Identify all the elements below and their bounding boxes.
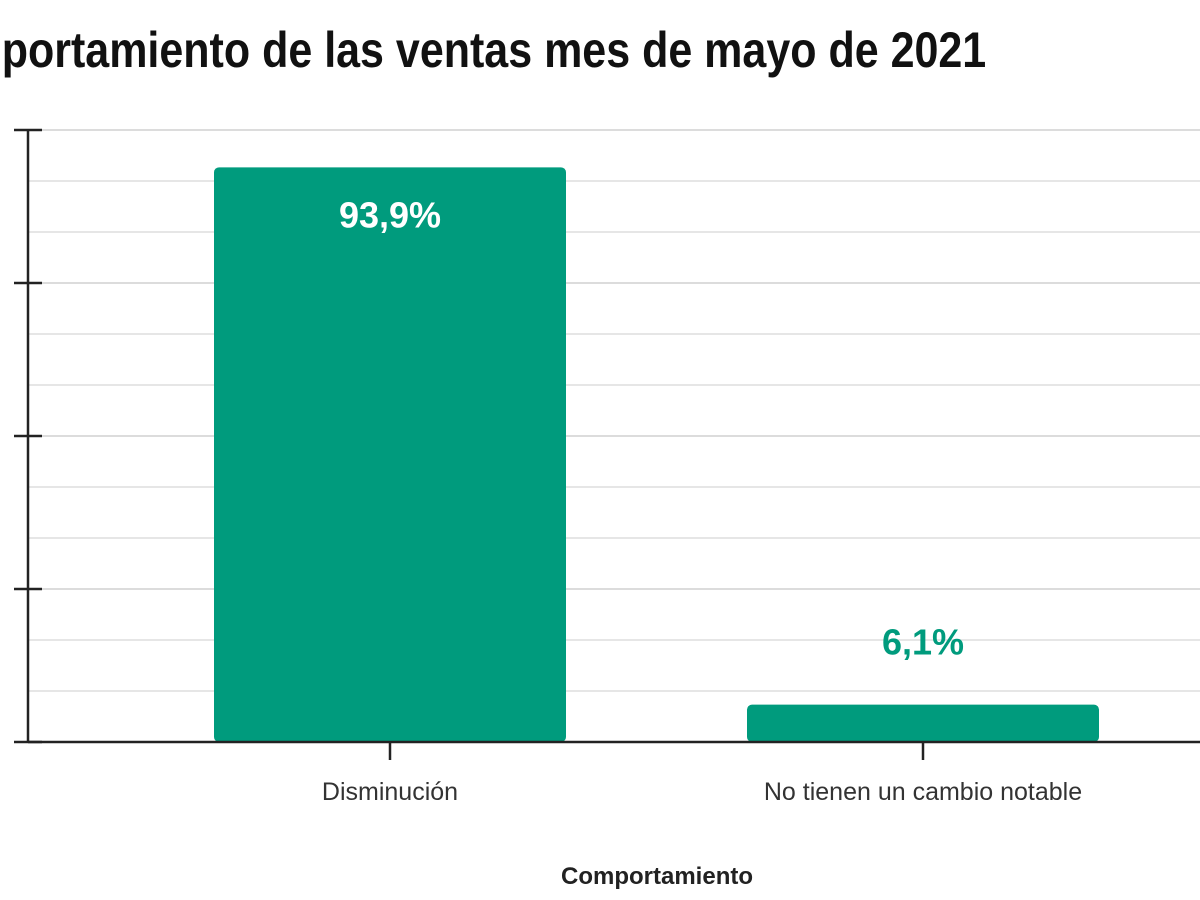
bars: [214, 167, 1099, 742]
gridlines: [28, 129, 1200, 692]
bar-0: [214, 167, 566, 742]
data-label-0: 93,9%: [339, 194, 441, 235]
bar-1: [747, 704, 1099, 742]
category-label-0: Disminución: [322, 778, 458, 806]
axes: [14, 128, 1200, 760]
chart-title: portamiento de las ventas mes de mayo de…: [2, 22, 986, 78]
category-label-1: No tienen un cambio notable: [764, 778, 1082, 806]
data-label-1: 6,1%: [882, 622, 964, 663]
x-axis-title: Comportamiento: [561, 863, 753, 890]
